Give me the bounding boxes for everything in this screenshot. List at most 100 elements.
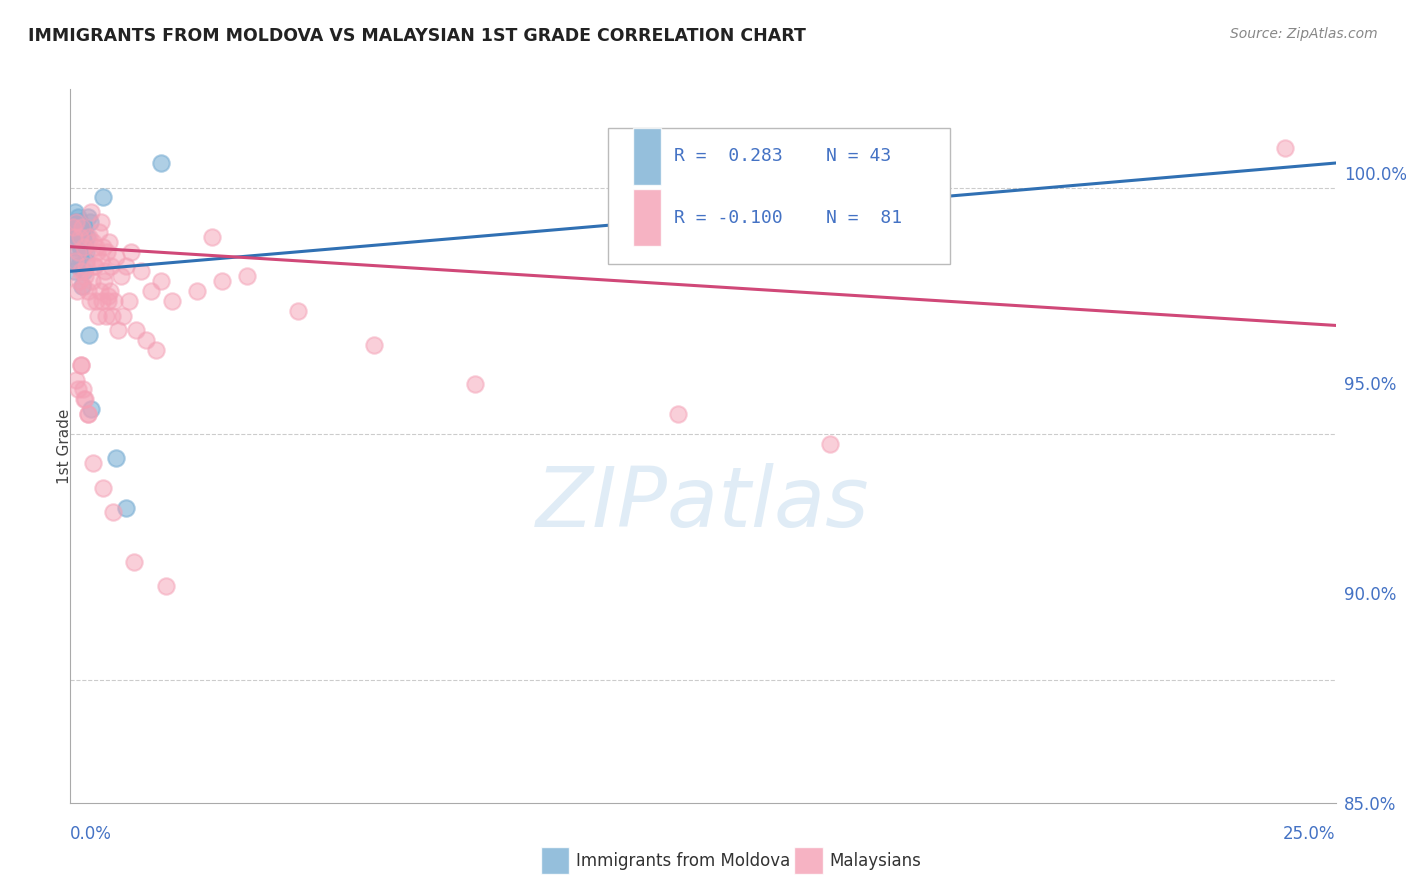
Point bbox=[70, 358, 93, 372]
Point bbox=[87, 225, 110, 239]
Point bbox=[69, 230, 91, 244]
Point bbox=[100, 260, 122, 274]
Point bbox=[65, 215, 87, 229]
Point bbox=[103, 505, 125, 519]
Point bbox=[120, 244, 142, 259]
Point bbox=[97, 289, 120, 303]
Point bbox=[91, 190, 114, 204]
Point bbox=[91, 240, 114, 254]
Point bbox=[65, 373, 87, 387]
Point bbox=[66, 215, 89, 229]
Point bbox=[107, 323, 129, 337]
Point bbox=[186, 284, 208, 298]
Point bbox=[79, 402, 101, 417]
Point bbox=[65, 254, 87, 268]
FancyBboxPatch shape bbox=[609, 128, 950, 264]
Point bbox=[94, 309, 117, 323]
Text: Immigrants from Moldova: Immigrants from Moldova bbox=[576, 852, 790, 870]
Point bbox=[115, 260, 138, 274]
Text: N =  81: N = 81 bbox=[825, 209, 901, 227]
Point bbox=[464, 377, 486, 392]
Point bbox=[76, 407, 98, 421]
Point bbox=[80, 274, 103, 288]
Point bbox=[62, 225, 84, 239]
Point bbox=[72, 279, 94, 293]
Point bbox=[90, 293, 112, 308]
Point bbox=[83, 260, 105, 274]
Point bbox=[73, 264, 96, 278]
Point bbox=[62, 219, 84, 234]
Point bbox=[141, 284, 163, 298]
Point bbox=[84, 240, 107, 254]
Point bbox=[82, 235, 104, 249]
Point bbox=[72, 219, 94, 234]
Point bbox=[89, 284, 111, 298]
Point bbox=[75, 392, 97, 407]
Point bbox=[67, 225, 90, 239]
Point bbox=[155, 579, 177, 593]
Point bbox=[67, 235, 90, 249]
Point bbox=[76, 244, 98, 259]
Point bbox=[93, 264, 115, 278]
Point bbox=[63, 264, 86, 278]
Point bbox=[66, 215, 89, 229]
Point bbox=[70, 219, 93, 234]
Point bbox=[69, 215, 91, 229]
Point bbox=[65, 205, 87, 219]
Point bbox=[72, 230, 94, 244]
Point bbox=[72, 383, 94, 397]
Text: Source: ZipAtlas.com: Source: ZipAtlas.com bbox=[1230, 27, 1378, 41]
Point bbox=[73, 235, 96, 249]
Point bbox=[72, 219, 94, 234]
Point bbox=[115, 500, 138, 515]
Point bbox=[129, 264, 152, 278]
Point bbox=[101, 309, 124, 323]
Point bbox=[86, 309, 108, 323]
Point bbox=[76, 407, 98, 421]
Point bbox=[135, 333, 157, 347]
Point bbox=[75, 269, 97, 284]
Bar bbox=[634, 189, 661, 246]
Point bbox=[70, 264, 93, 278]
Point bbox=[77, 230, 100, 244]
Point bbox=[1274, 141, 1296, 155]
Point bbox=[201, 230, 224, 244]
Point bbox=[77, 210, 100, 224]
Point bbox=[112, 309, 135, 323]
Text: IMMIGRANTS FROM MOLDOVA VS MALAYSIAN 1ST GRADE CORRELATION CHART: IMMIGRANTS FROM MOLDOVA VS MALAYSIAN 1ST… bbox=[28, 27, 806, 45]
Point bbox=[73, 225, 96, 239]
Point bbox=[90, 215, 112, 229]
Point bbox=[818, 436, 841, 450]
Point bbox=[70, 225, 93, 239]
Point bbox=[287, 303, 309, 318]
Text: ZIPatlas: ZIPatlas bbox=[536, 463, 870, 543]
Point bbox=[86, 244, 108, 259]
Point bbox=[91, 481, 114, 495]
Point bbox=[98, 284, 121, 298]
Point bbox=[65, 230, 87, 244]
Point bbox=[211, 274, 233, 288]
Point bbox=[63, 225, 86, 239]
Point bbox=[63, 230, 86, 244]
Point bbox=[75, 240, 97, 254]
Point bbox=[73, 240, 96, 254]
Point bbox=[66, 210, 89, 224]
Point bbox=[117, 293, 139, 308]
Text: Malaysians: Malaysians bbox=[830, 852, 921, 870]
Point bbox=[76, 254, 98, 268]
Point bbox=[83, 260, 105, 274]
Point bbox=[67, 383, 90, 397]
Point bbox=[63, 215, 86, 229]
Point bbox=[90, 254, 112, 268]
Y-axis label: 1st Grade: 1st Grade bbox=[58, 409, 72, 483]
Text: R =  0.283: R = 0.283 bbox=[673, 147, 783, 165]
Point bbox=[73, 219, 96, 234]
Point bbox=[104, 250, 127, 264]
Point bbox=[76, 230, 98, 244]
Point bbox=[76, 260, 98, 274]
Point bbox=[236, 269, 259, 284]
Point bbox=[145, 343, 167, 357]
Point bbox=[65, 219, 87, 234]
Point bbox=[93, 274, 115, 288]
Point bbox=[96, 244, 118, 259]
